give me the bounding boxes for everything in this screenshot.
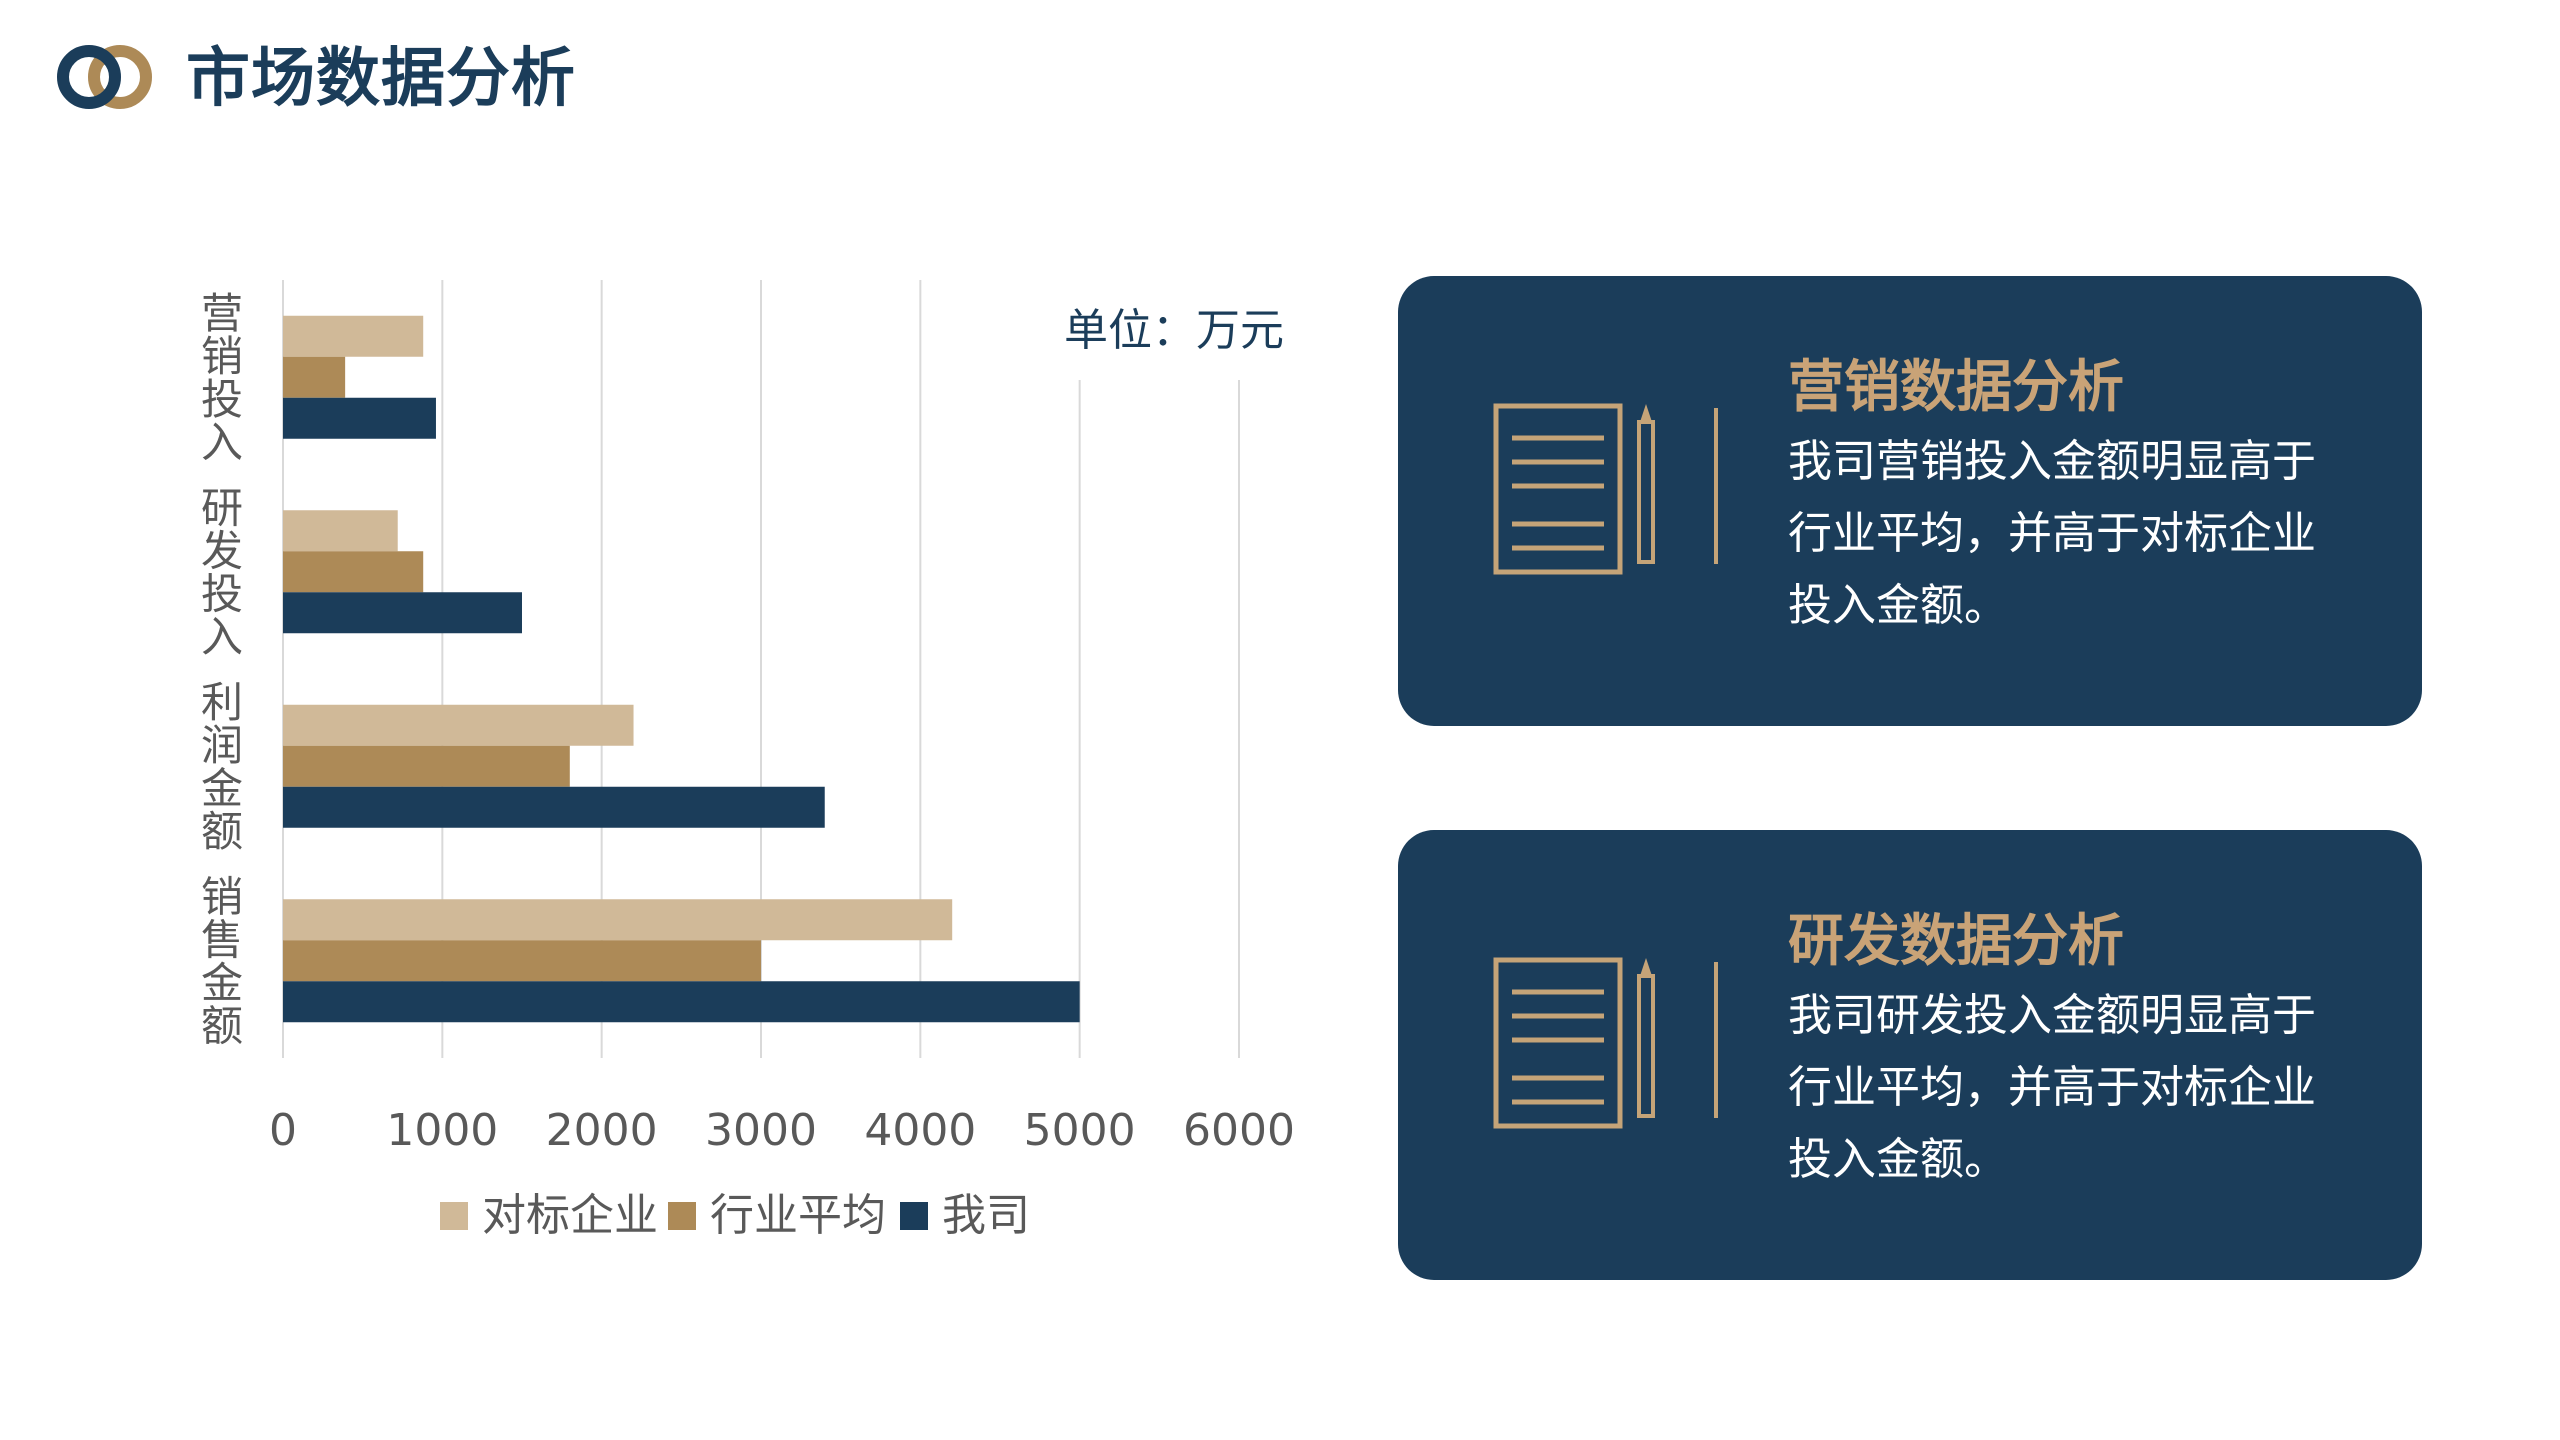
bar bbox=[283, 510, 398, 552]
rnd-analysis-card: 研发数据分析 我司研发投入金额明显高于行业平均，并高于对标企业投入金额。 bbox=[1398, 830, 2422, 1280]
card-text: 我司营销投入金额明显高于行业平均，并高于对标企业投入金额。 bbox=[1788, 436, 2316, 631]
card-title: 营销数据分析 bbox=[1788, 355, 2124, 420]
bar bbox=[283, 745, 570, 787]
x-tick-label: 6000 bbox=[1183, 1105, 1295, 1156]
marketing-analysis-card: 营销数据分析 我司营销投入金额明显高于行业平均，并高于对标企业投入金额。 bbox=[1398, 276, 2422, 726]
bar bbox=[283, 356, 346, 398]
x-tick-label: 1000 bbox=[386, 1105, 498, 1156]
legend-label: 我司 bbox=[942, 1190, 1030, 1241]
document-pencil-icon bbox=[1493, 957, 1655, 1129]
legend-swatch bbox=[440, 1202, 468, 1230]
card-divider bbox=[1714, 962, 1718, 1118]
card-text: 我司研发投入金额明显高于行业平均，并高于对标企业投入金额。 bbox=[1788, 990, 2316, 1185]
category-label: 利润金额 bbox=[201, 678, 243, 856]
category-label: 营销投入 bbox=[201, 289, 243, 467]
bar bbox=[283, 940, 761, 982]
legend-swatch bbox=[900, 1202, 928, 1230]
category-label: 销售金额 bbox=[201, 872, 243, 1050]
x-tick-label: 4000 bbox=[864, 1105, 976, 1156]
legend-label: 行业平均 bbox=[710, 1190, 886, 1241]
legend-swatch bbox=[668, 1202, 696, 1230]
x-tick-label: 0 bbox=[269, 1105, 297, 1156]
document-pencil-icon bbox=[1493, 403, 1655, 575]
x-tick-label: 3000 bbox=[705, 1105, 817, 1156]
unit-label: 单位：万元 bbox=[1064, 305, 1284, 356]
bar bbox=[283, 899, 953, 941]
legend-label: 对标企业 bbox=[482, 1190, 658, 1241]
card-title: 研发数据分析 bbox=[1788, 909, 2124, 974]
page-title: 市场数据分析 bbox=[186, 42, 576, 116]
bar bbox=[283, 397, 436, 439]
bar bbox=[283, 786, 825, 828]
bar bbox=[283, 592, 522, 634]
bar bbox=[283, 981, 1080, 1023]
category-label: 研发投入 bbox=[201, 483, 243, 661]
bar bbox=[283, 704, 634, 746]
x-tick-label: 5000 bbox=[1024, 1105, 1136, 1156]
bar bbox=[283, 551, 424, 593]
x-tick-label: 2000 bbox=[546, 1105, 658, 1156]
bar bbox=[283, 315, 424, 357]
logo-icon bbox=[57, 45, 152, 109]
card-divider bbox=[1714, 408, 1718, 564]
